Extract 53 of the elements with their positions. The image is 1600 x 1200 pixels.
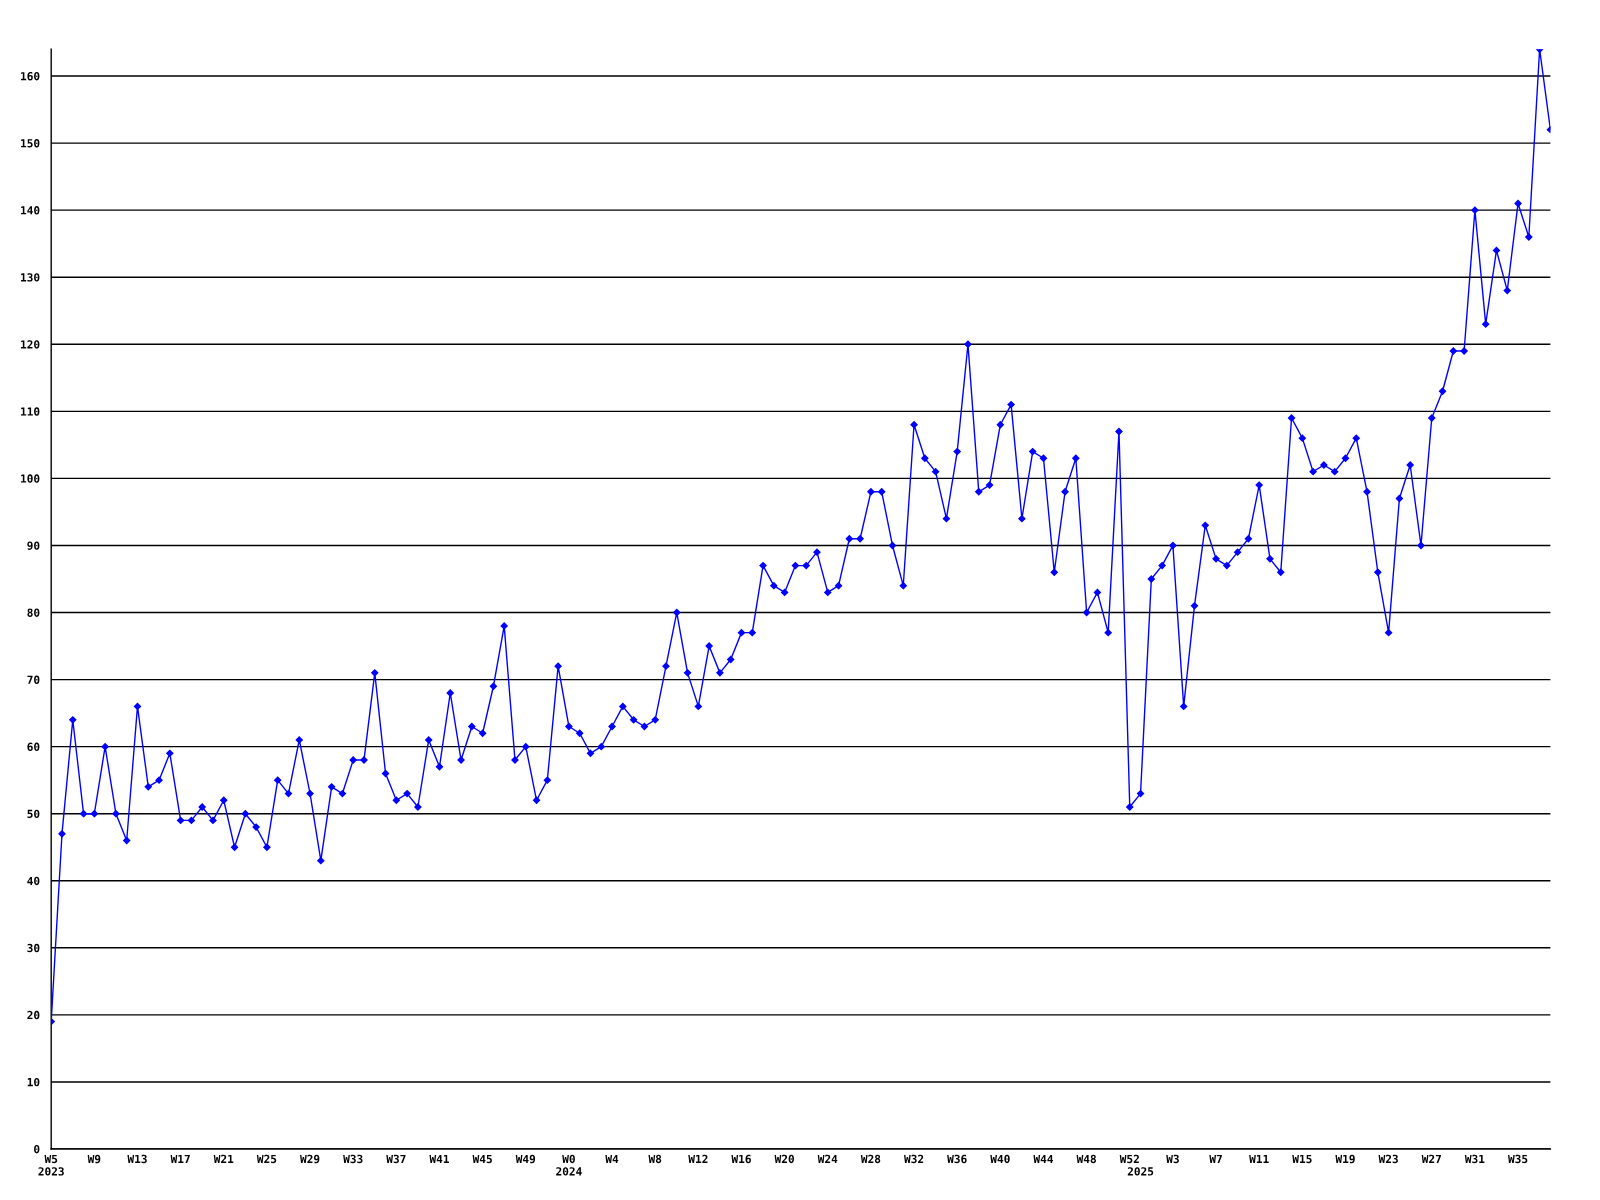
x-tick-label: W29 [300, 1154, 320, 1164]
x-tick-label: W33 [343, 1154, 363, 1164]
y-tick-label: 30 [27, 943, 40, 953]
x-tick-label: W40 [990, 1154, 1010, 1164]
x-tick-label: W19 [1335, 1154, 1355, 1164]
y-tick-label: 150 [21, 139, 40, 148]
y-tick-label: 50 [27, 809, 40, 819]
x-tick-label: W25 [256, 1154, 277, 1164]
x-tick-label: W48 [1076, 1154, 1096, 1164]
x-tick-label: W9 [87, 1154, 101, 1164]
x-tick-label: W32 [904, 1154, 924, 1164]
x-tick-label: W0 2024 [556, 1154, 582, 1176]
x-tick-label: W11 [1249, 1154, 1269, 1163]
y-tick-label: 140 [21, 206, 40, 215]
x-tick-label: W45 [472, 1154, 492, 1164]
x-tick-label: W3 [1166, 1154, 1179, 1164]
x-tick-label: W13 [127, 1154, 147, 1164]
x-tick-label: W35 [1508, 1154, 1528, 1164]
x-tick-label: W4 [605, 1154, 619, 1163]
y-tick-label: 10 [27, 1077, 40, 1087]
x-tick-label: W8 [648, 1154, 662, 1164]
y-tick-label: 110 [21, 407, 40, 416]
x-tick-label: W12 [688, 1154, 708, 1163]
x-tick-label: W49 [515, 1154, 536, 1164]
x-tick-label: W44 [1033, 1154, 1054, 1163]
y-tick-label: 90 [27, 541, 40, 550]
x-tick-label: W28 [860, 1154, 881, 1164]
x-tick-label: W36 [947, 1154, 967, 1164]
y-tick-label: 130 [21, 273, 40, 282]
y-tick-label: 40 [27, 876, 40, 886]
x-tick-label: W23 [1378, 1154, 1398, 1164]
y-tick-label: 0 [34, 1144, 40, 1154]
y-tick-label: 60 [27, 742, 40, 752]
x-tick-label: W37 [386, 1154, 406, 1164]
x-tick-label: 2025 [1127, 1167, 1154, 1176]
x-tick-label: W21 [213, 1154, 234, 1163]
y-tick-label: 80 [27, 608, 40, 617]
x-tick-label: W24 [817, 1154, 838, 1163]
y-tick-label: 100 [21, 474, 40, 483]
y-tick-label: 70 [27, 675, 40, 684]
x-tick-label: W41 [429, 1154, 449, 1163]
x-tick-label: W20 [774, 1154, 794, 1164]
y-tick-label: 120 [21, 340, 40, 349]
x-tick-label: W5 2023 [38, 1154, 64, 1176]
x-tick-label: W15 [1292, 1154, 1312, 1164]
x-tick-label: W7 [1209, 1154, 1222, 1163]
x-tick-label: W17 [170, 1154, 190, 1163]
x-tick-label: W27 [1421, 1154, 1441, 1163]
x-tick-label: W31 [1464, 1154, 1485, 1164]
x-tick-label: W52 [1119, 1154, 1139, 1164]
y-tick-label: 20 [27, 1010, 40, 1020]
x-tick-label: W16 [731, 1154, 751, 1164]
y-tick-label: 160 [21, 72, 40, 81]
